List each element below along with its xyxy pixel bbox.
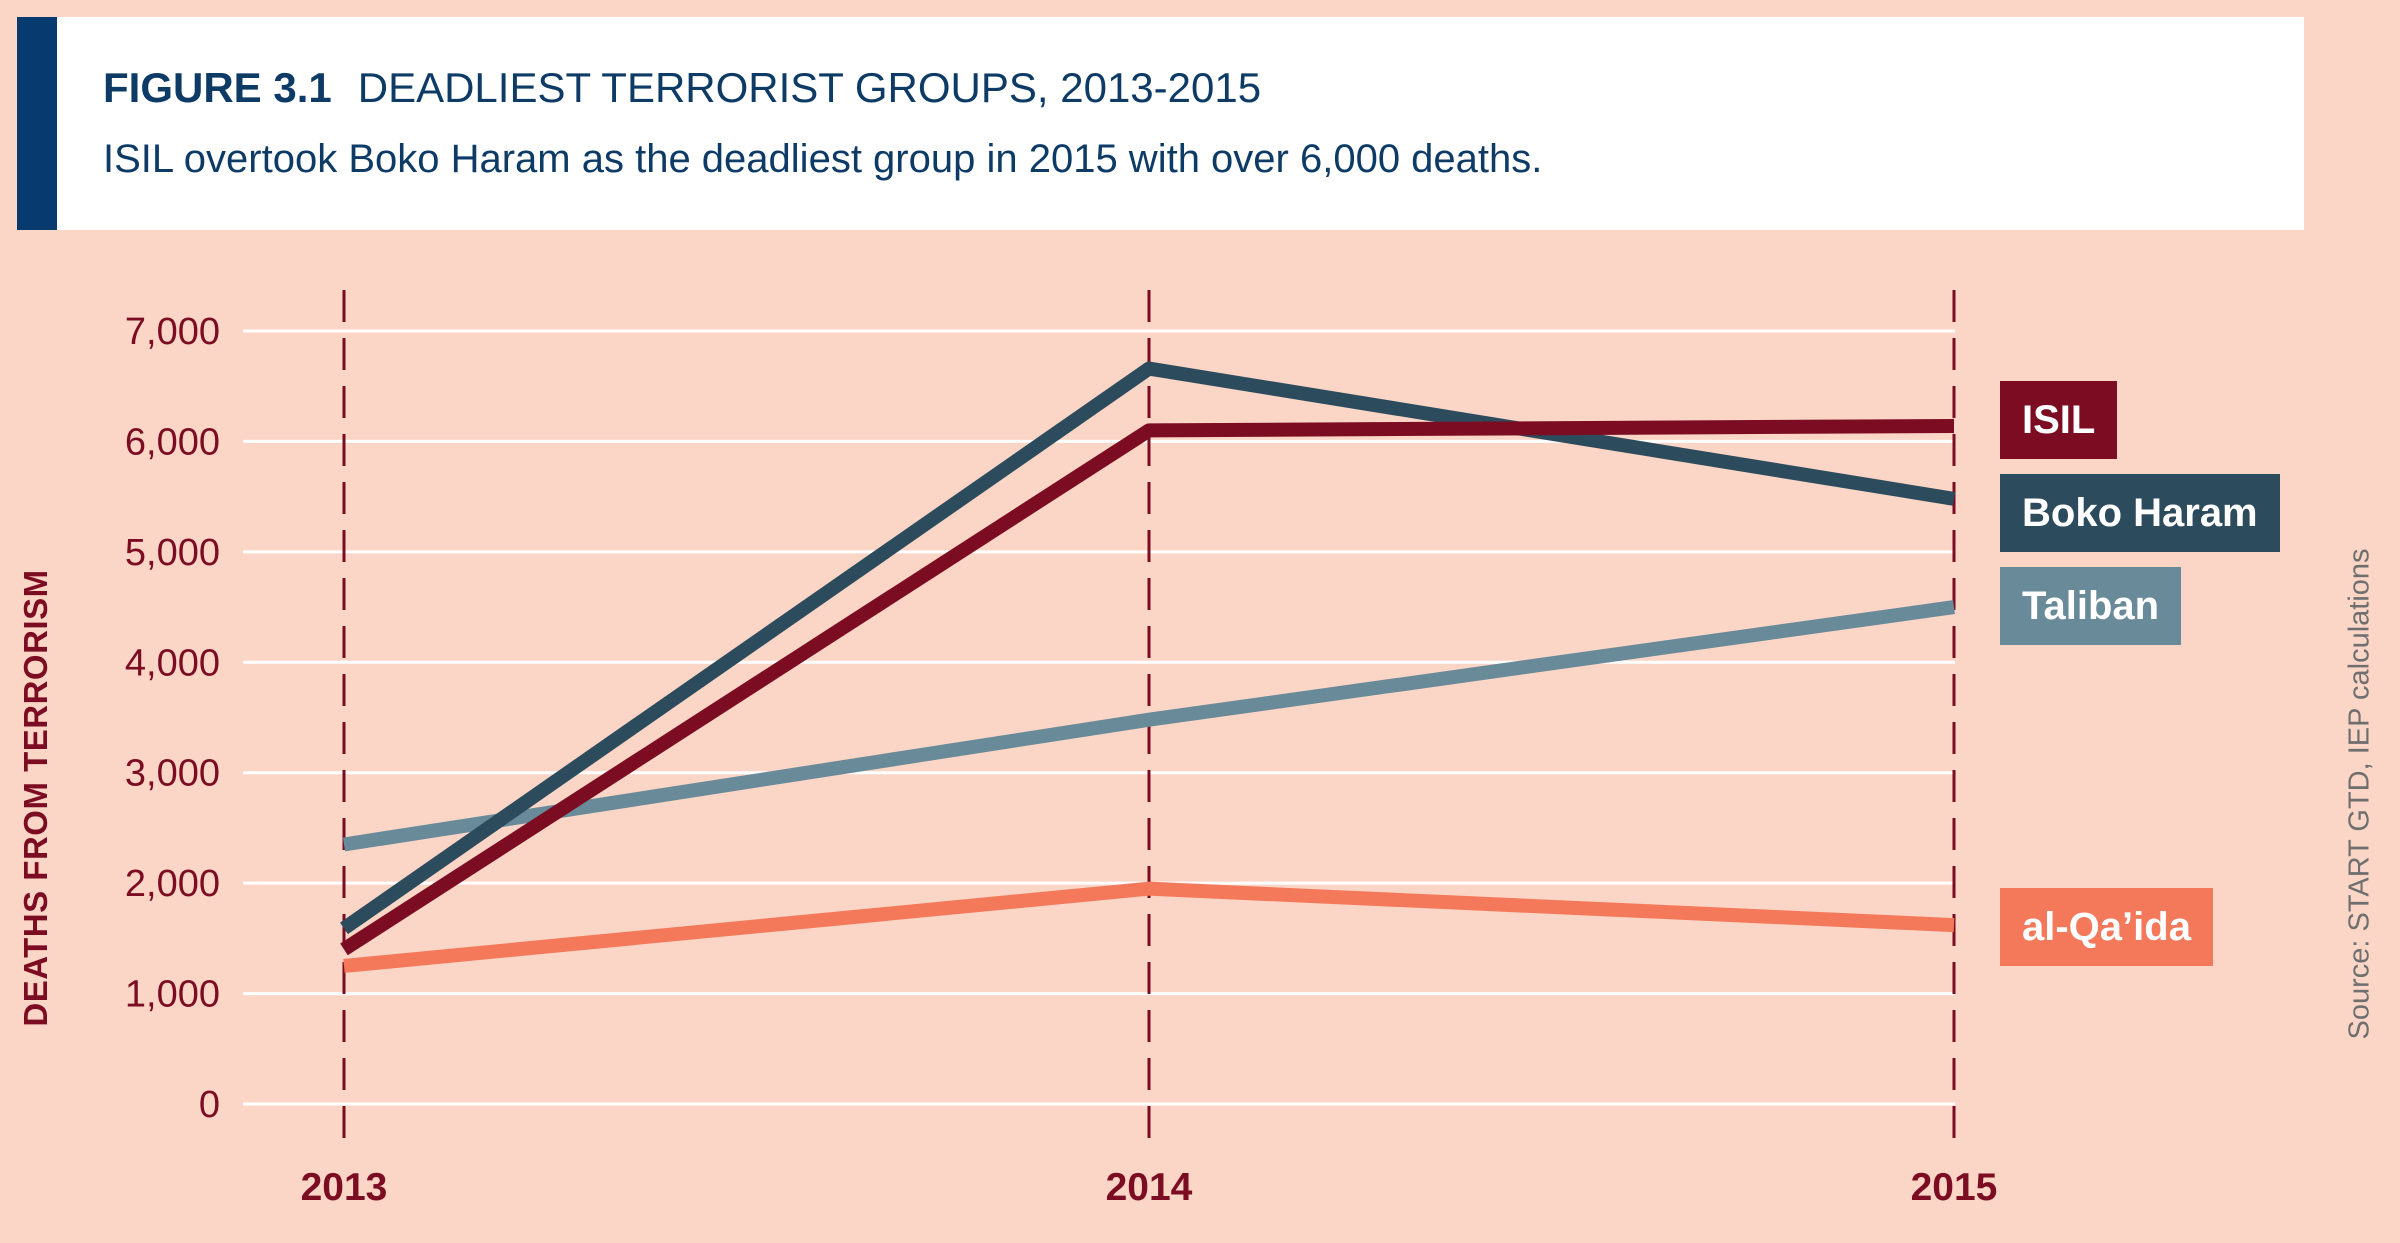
figure-header: FIGURE 3.1 DEADLIEST TERRORIST GROUPS, 20… — [17, 17, 2304, 230]
series-line — [340, 361, 1956, 935]
source-note: Source: START GTD, IEP calculations — [2343, 548, 2376, 1040]
y-tick-label: 4,000 — [125, 642, 220, 684]
figure-subtitle: ISIL overtook Boko Haram as the deadlies… — [103, 137, 1543, 181]
series-lines — [340, 361, 1956, 973]
figure-title-row: FIGURE 3.1 DEADLIEST TERRORIST GROUPS, 20… — [103, 67, 1261, 109]
y-tick-label: 3,000 — [125, 753, 220, 795]
y-tick-label: 2,000 — [125, 863, 220, 905]
x-tick-label: 2015 — [1911, 1166, 1998, 1209]
x-tick-label: 2014 — [1106, 1166, 1193, 1209]
series-line — [343, 881, 1955, 973]
y-axis-ticks: 0 1,000 2,000 3,000 4,000 5,000 6,000 7,000 — [125, 311, 220, 1126]
y-tick-label: 6,000 — [125, 421, 220, 463]
legend-item: Boko Haram — [2000, 474, 2280, 552]
y-tick-label: 0 — [199, 1084, 220, 1126]
series-line — [342, 600, 1955, 852]
x-axis-ticks: 2013 2014 2015 — [301, 1166, 1998, 1209]
figure-title: DEADLIEST TERRORIST GROUPS, 2013-2015 — [357, 64, 1262, 111]
y-axis-label: DEATHS FROM TERRORISM — [17, 569, 54, 1027]
series-line — [340, 418, 1955, 956]
legend-item: al-Qa’ida — [2000, 888, 2213, 966]
y-tick-label: 1,000 — [125, 974, 220, 1016]
legend-item: ISIL — [2000, 381, 2118, 459]
y-tick-label: 7,000 — [125, 311, 220, 353]
figure-label: FIGURE 3.1 — [103, 64, 332, 111]
header-accent-bar — [17, 17, 57, 230]
y-tick-label: 5,000 — [125, 532, 220, 574]
gridlines — [243, 329, 1955, 1106]
x-tick-label: 2013 — [301, 1166, 388, 1209]
legend-item: Taliban — [2000, 567, 2182, 645]
